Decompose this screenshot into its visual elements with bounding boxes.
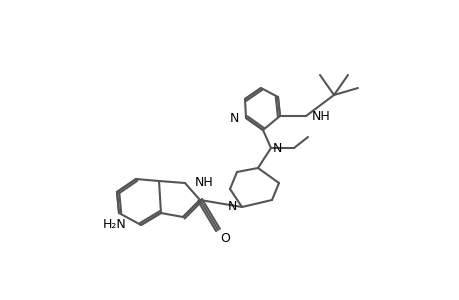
- Text: N: N: [272, 142, 282, 154]
- Text: NH: NH: [311, 110, 330, 122]
- Text: H₂N: H₂N: [103, 218, 127, 232]
- Text: O: O: [219, 232, 230, 244]
- Text: N: N: [229, 112, 239, 124]
- Text: N: N: [227, 200, 236, 214]
- Text: NH: NH: [195, 176, 213, 188]
